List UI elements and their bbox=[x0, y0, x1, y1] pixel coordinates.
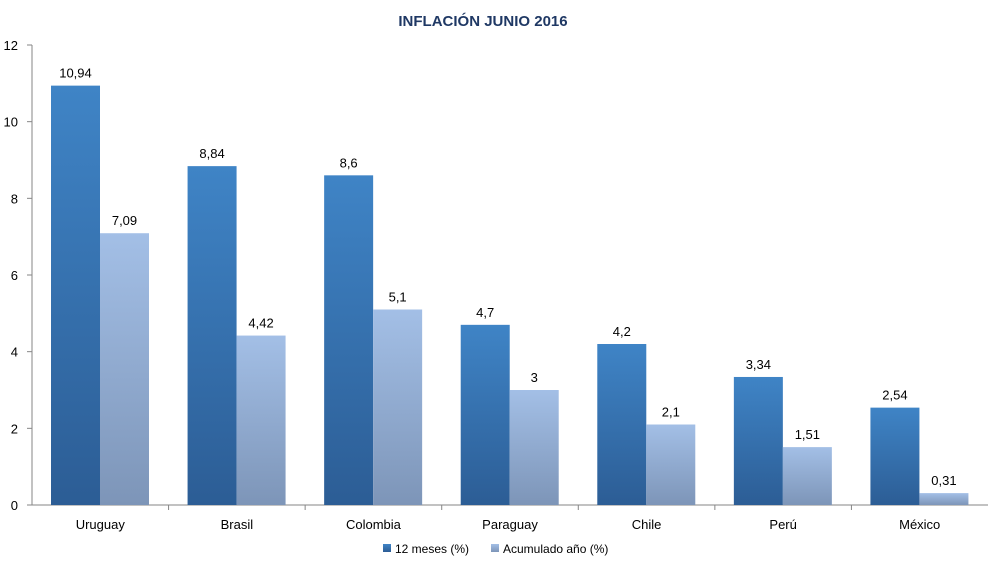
data-label: 3 bbox=[531, 370, 538, 385]
data-label: 8,6 bbox=[340, 155, 358, 170]
data-label: 4,2 bbox=[613, 324, 631, 339]
bar-12-meses-chile bbox=[597, 344, 647, 505]
data-label: 5,1 bbox=[389, 290, 407, 305]
y-tick-label: 6 bbox=[11, 268, 18, 283]
x-tick-label: México bbox=[899, 517, 940, 532]
bar-acumulado-perú bbox=[782, 447, 832, 505]
data-label: 3,34 bbox=[746, 357, 771, 372]
data-label: 1,51 bbox=[795, 427, 820, 442]
x-tick-label: Uruguay bbox=[76, 517, 126, 532]
bar-acumulado-paraguay bbox=[509, 390, 559, 505]
data-label: 4,7 bbox=[476, 305, 494, 320]
y-tick-label: 0 bbox=[11, 498, 18, 513]
bar-acumulado-méxico bbox=[919, 493, 969, 505]
x-tick-label: Colombia bbox=[346, 517, 402, 532]
bar-12-meses-uruguay bbox=[51, 85, 100, 505]
chart-title: INFLACIÓN JUNIO 2016 bbox=[398, 12, 567, 30]
bar-acumulado-uruguay bbox=[100, 233, 149, 505]
x-tick-label: Perú bbox=[769, 517, 796, 532]
bar-12-meses-méxico bbox=[870, 407, 920, 505]
y-tick-label: 12 bbox=[4, 38, 18, 53]
legend-label: 12 meses (%) bbox=[395, 542, 469, 556]
data-label: 4,42 bbox=[248, 316, 273, 331]
y-tick-label: 4 bbox=[11, 345, 18, 360]
legend-label: Acumulado año (%) bbox=[503, 542, 608, 556]
bar-12-meses-paraguay bbox=[460, 324, 510, 505]
x-tick-label: Brasil bbox=[221, 517, 254, 532]
y-tick-label: 2 bbox=[11, 421, 18, 436]
x-tick-label: Chile bbox=[632, 517, 662, 532]
data-label: 0,31 bbox=[931, 473, 956, 488]
y-tick-label: 8 bbox=[11, 191, 18, 206]
bar-12-meses-brasil bbox=[187, 166, 237, 505]
bar-12-meses-colombia bbox=[324, 175, 374, 506]
bar-12-meses-perú bbox=[733, 376, 783, 505]
bar-acumulado-chile bbox=[646, 424, 696, 505]
x-tick-label: Paraguay bbox=[482, 517, 538, 532]
plot-area: 0 2 4 6 8 10 12 10,94 7,09 Uruguay 8,84 4,42 Brasil 8… bbox=[4, 38, 988, 532]
bar-acumulado-brasil bbox=[236, 335, 286, 505]
data-label: 2,54 bbox=[882, 388, 907, 403]
legend: 12 meses (%) Acumulado año (%) bbox=[383, 542, 608, 556]
data-label: 10,94 bbox=[59, 66, 92, 81]
legend-swatch bbox=[491, 544, 499, 552]
y-tick-label: 10 bbox=[4, 115, 18, 130]
legend-swatch bbox=[383, 544, 391, 552]
data-label: 7,09 bbox=[112, 213, 137, 228]
data-label: 8,84 bbox=[199, 146, 224, 161]
data-label: 2,1 bbox=[662, 405, 680, 420]
bar-acumulado-colombia bbox=[373, 309, 423, 505]
